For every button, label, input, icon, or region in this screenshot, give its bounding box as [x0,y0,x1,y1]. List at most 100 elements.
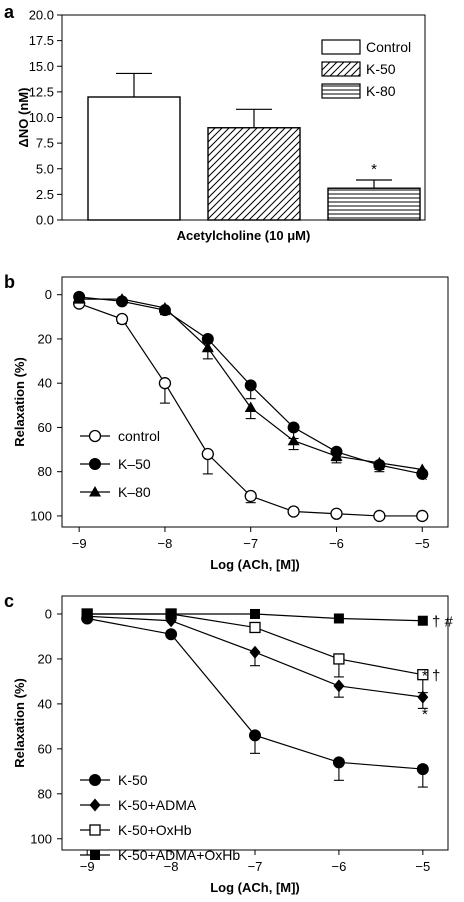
y-tick-label: 100 [30,831,52,846]
legend-marker [89,486,101,497]
x-axis-label: Log (ACh, [M]) [210,880,300,895]
data-point [417,690,429,704]
y-tick-label: 40 [38,376,52,391]
y-tick-label: 40 [38,696,52,711]
y-tick-label: 20 [38,331,52,346]
legend-marker [90,850,100,860]
data-point [158,301,171,313]
panel-a-bar-chart: a 0.0 2.5 5.0 7.5 10.0 12.5 15.0 17.5 20.0 * Contr… [4,2,426,243]
data-point [158,377,172,390]
legend-label: K-80 [366,83,396,99]
y-tick-label: 0 [45,287,52,302]
panel-a-label: a [4,2,15,22]
significance-marker: * [422,472,428,489]
data-point [244,379,257,392]
data-point [250,608,260,619]
y-tick-label: 100 [30,508,52,523]
y-tick-label: 80 [38,786,52,801]
data-point [166,608,177,619]
legend-label: K-50+ADMA+OxHb [118,847,240,863]
data-point [116,293,129,304]
data-point [333,653,345,665]
data-point [201,341,214,353]
data-point [330,507,343,520]
x-tick-label: −5 [415,536,430,551]
data-point [416,763,429,776]
bar-k-50 [207,127,301,221]
y-tick-label: 0.0 [36,213,54,228]
x-tick-label: −6 [331,859,346,874]
panel-c-line-chart: c 0 20 40 60 80 100 −9 −8 −7 −6 −5 K-50 K-50+ADMA K-5… [4,591,454,895]
data-point [82,608,93,619]
legend-label: K-50 [118,772,148,788]
x-tick-label: −8 [158,536,173,551]
x-tick-label: −5 [415,859,430,874]
legend-label: control [118,428,160,444]
y-tick-label: 80 [38,464,52,479]
x-tick-label: −6 [329,536,344,551]
x-axis-label: Log (ACh, [M]) [210,557,300,572]
legend-marker [89,824,101,836]
legend-label: K–50 [118,456,151,472]
bar-k-80 [327,187,421,221]
x-axis-label: Acetylcholine (10 μM) [177,228,311,243]
data-point [165,628,178,641]
y-axis-label: Relaxation (%) [12,678,27,768]
data-point [417,669,429,681]
data-point [244,489,257,503]
y-tick-label: 20 [38,651,52,666]
legend-swatch [321,61,361,77]
bar-control [87,96,181,221]
data-point [333,679,345,693]
y-tick-label: 7.5 [36,136,54,151]
legend-label: K-50+ADMA [118,797,197,813]
legend-swatch [321,83,361,99]
data-point [287,505,300,518]
data-point [115,312,129,326]
data-point [249,645,261,659]
legend-label: K–80 [118,484,151,500]
x-tick-label: −7 [243,536,258,551]
data-point [332,756,345,769]
data-point [373,456,386,468]
x-tick-label: −9 [80,859,95,874]
significance-marker: * [371,161,377,178]
panel-b-line-chart: b 0 20 40 60 80 100 −9 −8 −7 −6 −5 control K–50 K–80 R… [4,272,449,572]
significance-marker: * † # [422,614,454,631]
data-point [201,447,214,461]
y-tick-label: 12.5 [29,84,54,99]
x-tick-label: −8 [164,859,179,874]
data-point [330,450,343,461]
data-point [287,421,300,434]
data-point [373,509,386,523]
data-point [417,615,428,626]
x-tick-label: −7 [248,859,263,874]
y-tick-label: 20.0 [29,8,54,23]
y-tick-label: 5.0 [36,161,54,176]
data-point [416,509,429,523]
legend-label: K-50 [366,61,396,77]
significance-marker: * † [422,668,440,685]
legend-marker [89,458,101,470]
data-point [416,463,429,474]
series-k-80 [73,293,429,474]
significance-marker: * [422,706,428,723]
legend-marker [88,429,102,443]
legend-marker [89,798,101,812]
y-tick-label: 60 [38,741,52,756]
data-point [333,613,344,624]
data-point [73,293,86,304]
legend-label: K-50+OxHb [118,822,192,838]
legend-marker [89,774,101,786]
y-tick-label: 15.0 [29,59,54,74]
series-k-50 [81,612,429,788]
y-tick-label: 17.5 [29,33,54,48]
y-axis-label: Relaxation (%) [12,357,27,447]
x-tick-label: −9 [72,536,87,551]
y-axis-label: ΔNO (nM) [16,88,31,148]
panel-c-label: c [4,591,14,611]
legend-label: Control [366,39,411,55]
y-tick-label: 0 [45,606,52,621]
plot-frame [61,276,449,528]
